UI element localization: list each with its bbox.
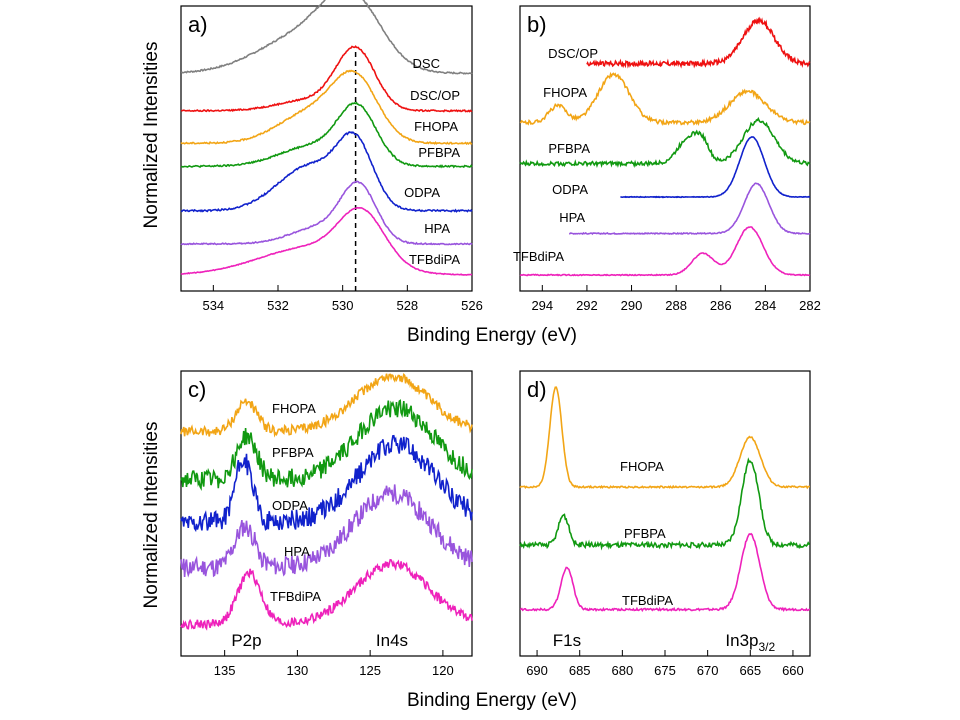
series-line-tfbdipa	[519, 532, 810, 613]
x-tick-label: 286	[710, 298, 732, 313]
series-label: PFBPA	[418, 145, 460, 160]
x-tick-label: 120	[432, 663, 454, 678]
series-label: FHOPA	[543, 85, 587, 100]
panel-label: b)	[527, 12, 547, 37]
series-label: FHOPA	[414, 119, 458, 134]
series-line-dscop	[180, 45, 473, 113]
x-tick-label: 690	[526, 663, 548, 678]
series-label: ODPA	[552, 182, 588, 197]
x-tick-label: 284	[755, 298, 777, 313]
panel-c: c) 135 130 125 120 FHOPA PFBPA ODPA HPA TFBdiPA P2…	[180, 370, 473, 678]
series-line-pfbpa	[180, 399, 473, 491]
y-axis-label-top: Normalized Intensities	[141, 42, 162, 229]
panel-label: c)	[188, 377, 206, 402]
series-line-hpa	[569, 182, 811, 236]
series-line-pfbpa	[180, 101, 473, 169]
series-label: HPA	[559, 210, 585, 225]
panel-b: b) 294 292 290 288 286 284 282 DSC/OP FHOPA PFBPA O…	[513, 5, 821, 313]
series-label: TFBdiPA	[409, 252, 460, 267]
series-label: TFBdiPA	[622, 593, 673, 608]
x-tick-label: 530	[332, 298, 354, 313]
series-line-tfbdipa	[180, 558, 473, 631]
series-line-fhopa	[180, 69, 473, 146]
series-label: DSC/OP	[548, 46, 598, 61]
series-line-fhopa	[519, 71, 811, 127]
series-label: FHOPA	[620, 459, 664, 474]
series-line-hpa	[180, 180, 473, 246]
series-line-tfbdipa	[180, 206, 473, 276]
series-line-dsc	[180, 0, 473, 75]
x-tick-label: 660	[782, 663, 804, 678]
x-tick-label: 290	[621, 298, 643, 313]
x-tick-label: 675	[654, 663, 676, 678]
series-line-pfbpa	[519, 116, 811, 169]
peak-label: P2p	[231, 631, 261, 650]
x-tick-label: 528	[396, 298, 418, 313]
series-label: FHOPA	[272, 401, 316, 416]
series-label: TFBdiPA	[270, 589, 321, 604]
panel-label: d)	[527, 377, 547, 402]
series-label: ODPA	[404, 185, 440, 200]
x-tick-label: 665	[739, 663, 761, 678]
x-tick-label: 282	[799, 298, 821, 313]
x-tick-label: 292	[576, 298, 598, 313]
series-line-pfbpa	[519, 457, 810, 551]
plot-frame	[519, 370, 811, 657]
series-line-odpa	[180, 131, 473, 213]
series-label: TFBdiPA	[513, 249, 564, 264]
series-label: ODPA	[272, 498, 308, 513]
panel-label: a)	[188, 12, 208, 37]
x-tick-label: 526	[461, 298, 483, 313]
x-tick-label: 680	[612, 663, 634, 678]
x-tick-label: 130	[287, 663, 309, 678]
series-line-tfbdipa	[519, 226, 811, 277]
panel-d: d) 690 685 680 675 670 665 660 FHOPA PFBPA TFBdiPA…	[519, 370, 811, 678]
series-line-odpa	[620, 136, 811, 199]
series-label: HPA	[424, 221, 450, 236]
series-label: PFBPA	[548, 141, 590, 156]
series-label: PFBPA	[624, 526, 666, 541]
x-tick-label: 288	[665, 298, 687, 313]
x-tick-label: 294	[531, 298, 553, 313]
series-label: HPA	[284, 544, 310, 559]
series-label: PFBPA	[272, 445, 314, 460]
series-label: DSC	[413, 56, 440, 71]
series-line-hpa	[180, 484, 473, 578]
series-label: DSC/OP	[410, 88, 460, 103]
peak-label: In4s	[376, 631, 408, 650]
series-line-fhopa	[180, 372, 473, 438]
x-tick-label: 670	[697, 663, 719, 678]
series-line-fhopa	[519, 386, 810, 490]
panel-a: a) 534 532 530 528 526 DSC DSC/OP FHOPA PFBPA ODPA…	[180, 0, 483, 313]
x-axis-label-bottom: Binding Energy (eV)	[407, 690, 577, 711]
x-tick-label: 135	[214, 663, 236, 678]
x-tick-label: 685	[569, 663, 591, 678]
x-tick-label: 534	[202, 298, 224, 313]
x-tick-label: 125	[359, 663, 381, 678]
y-axis-label-bottom: Normalized Intensities	[141, 422, 162, 609]
x-axis-label-top: Binding Energy (eV)	[407, 325, 577, 346]
plot-frame	[519, 5, 811, 292]
peak-label: F1s	[553, 631, 581, 650]
series-line-odpa	[180, 434, 473, 533]
plot-frame	[180, 5, 473, 292]
series-line-dscop	[586, 16, 811, 69]
x-tick-label: 532	[267, 298, 289, 313]
